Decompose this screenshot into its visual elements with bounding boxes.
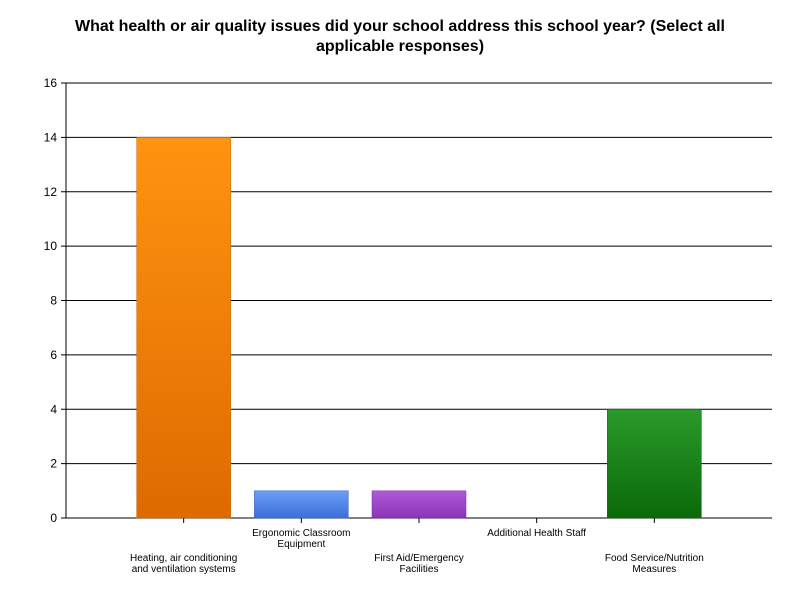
y-tick-label-8: 8: [50, 294, 57, 308]
bars: [136, 137, 702, 519]
y-tick-label-4: 4: [50, 402, 57, 416]
x-label-4-line-1: Measures: [632, 564, 676, 575]
x-label-2-line-1: Facilities: [400, 564, 439, 575]
x-label-1-line-0: Ergonomic Classroom: [252, 528, 350, 539]
y-tick-label-14: 14: [44, 130, 58, 144]
x-label-0-line-1: and ventilation systems: [132, 564, 236, 575]
y-tick-label-12: 12: [44, 185, 58, 199]
x-label-2-line-0: First Aid/Emergency: [374, 553, 463, 564]
y-tick-label-2: 2: [50, 457, 57, 471]
x-label-4-line-0: Food Service/Nutrition: [605, 553, 704, 564]
y-tick-label-10: 10: [44, 239, 58, 253]
axis-labels: 0 2 4 6 8 10 12 14 16 Heating, air conditioningan…: [44, 76, 704, 575]
bar-2: [371, 490, 467, 519]
x-label-3-line-0: Additional Health Staff: [487, 528, 586, 539]
bar-4: [607, 409, 702, 519]
y-tick-label-16: 16: [44, 76, 58, 90]
x-label-0-line-0: Heating, air conditioning: [130, 553, 237, 564]
bar-1: [254, 490, 349, 519]
chart-title: What health or air quality issues did yo…: [75, 18, 725, 55]
bar-0: [136, 137, 231, 519]
x-label-1-line-1: Equipment: [277, 539, 325, 550]
y-tick-label-0: 0: [50, 511, 57, 525]
y-tick-label-6: 6: [50, 348, 57, 362]
